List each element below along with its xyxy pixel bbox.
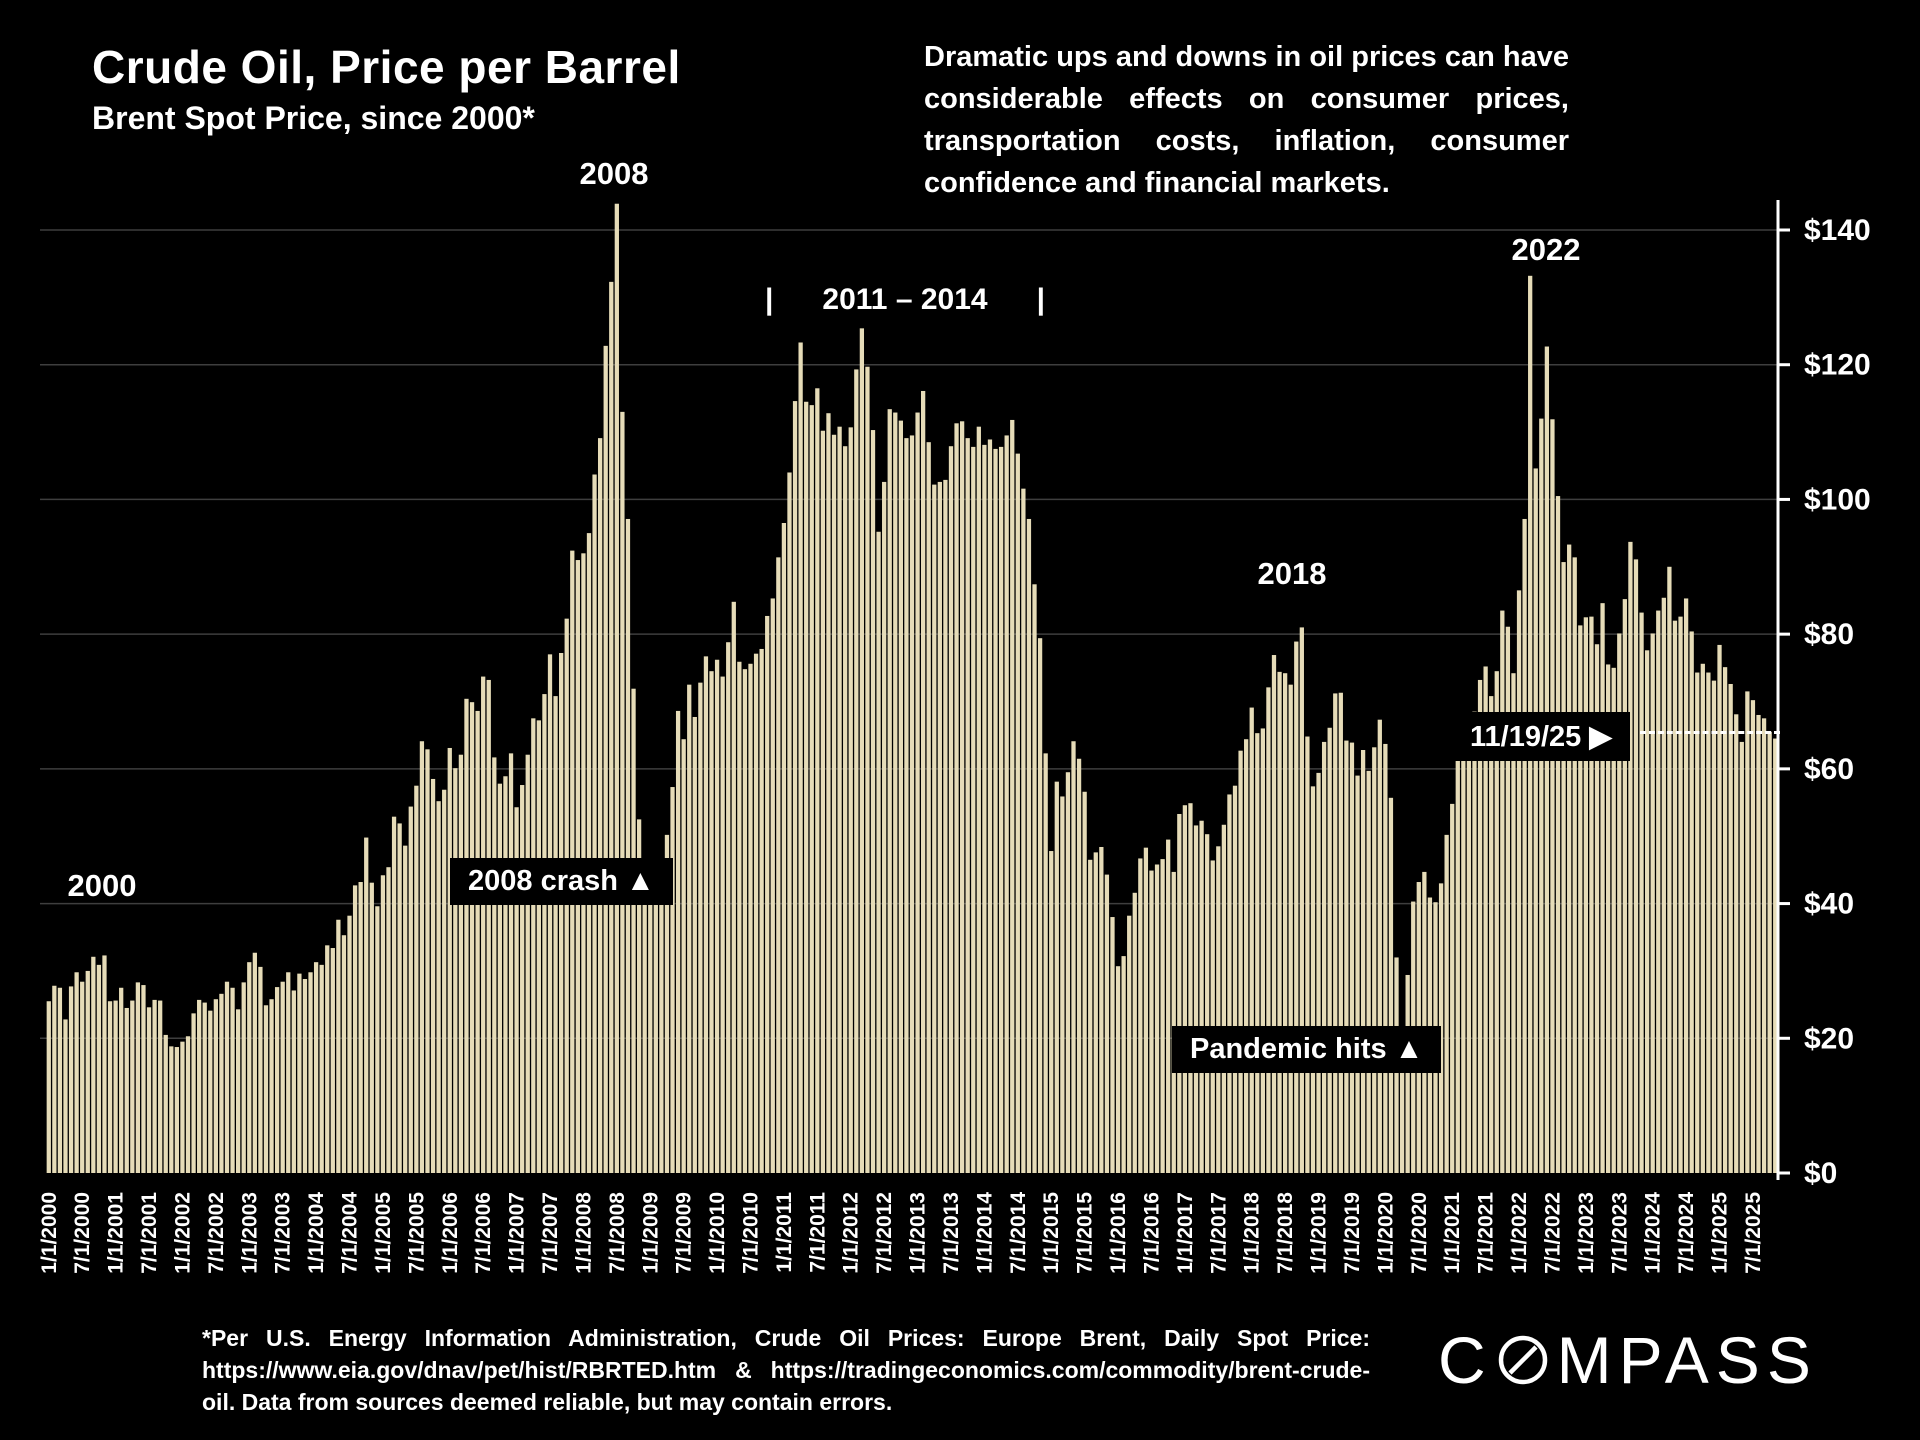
svg-text:7/1/2013: 7/1/2013 [940,1192,963,1274]
svg-text:1/1/2024: 1/1/2024 [1642,1192,1665,1274]
svg-text:7/1/2017: 7/1/2017 [1207,1192,1230,1274]
svg-text:1/1/2023: 1/1/2023 [1575,1192,1598,1274]
svg-text:$120: $120 [1804,349,1871,382]
svg-text:1/1/2020: 1/1/2020 [1374,1192,1397,1274]
annotation-2008: 2008 [579,156,649,191]
svg-text:7/1/2024: 7/1/2024 [1675,1192,1698,1274]
svg-text:7/1/2022: 7/1/2022 [1541,1192,1564,1274]
svg-text:7/1/2004: 7/1/2004 [339,1192,362,1274]
svg-text:1/1/2002: 1/1/2002 [171,1192,194,1274]
svg-text:7/1/2007: 7/1/2007 [539,1192,562,1274]
logo-letters-mpass: MPASS [1556,1323,1818,1397]
svg-text:7/1/2019: 7/1/2019 [1341,1192,1364,1274]
svg-text:1/1/2001: 1/1/2001 [105,1192,128,1274]
range-right-bar: | [1036,283,1045,316]
chart-subtitle: Brent Spot Price, since 2000* [92,100,535,136]
svg-text:7/1/2003: 7/1/2003 [272,1192,295,1274]
svg-text:1/1/2016: 1/1/2016 [1107,1192,1130,1274]
annotation-2000: 2000 [67,868,137,903]
source-footnote: *Per U.S. Energy Information Administrat… [202,1325,1370,1416]
svg-text:1/1/2004: 1/1/2004 [305,1192,328,1274]
svg-text:7/1/2005: 7/1/2005 [405,1192,428,1274]
annotation-pandemic: Pandemic hits ▲ [1172,1026,1442,1073]
annotation-2018: 2018 [1257,556,1327,591]
svg-text:1/1/2012: 1/1/2012 [840,1192,863,1274]
latest-price-dashed-line [1640,731,1780,734]
svg-text:1/1/2009: 1/1/2009 [639,1192,662,1274]
compass-o-icon [1498,1335,1547,1385]
svg-text:7/1/2010: 7/1/2010 [739,1192,762,1274]
svg-text:1/1/2003: 1/1/2003 [238,1192,261,1274]
svg-text:7/1/2012: 7/1/2012 [873,1192,896,1274]
svg-text:1/1/2013: 1/1/2013 [907,1192,930,1274]
svg-text:$100: $100 [1804,483,1871,516]
svg-text:1/1/2014: 1/1/2014 [973,1192,996,1274]
svg-text:7/1/2018: 7/1/2018 [1274,1192,1297,1274]
svg-text:1/1/2005: 1/1/2005 [372,1192,395,1274]
svg-text:$80: $80 [1804,618,1854,651]
chart-header: Crude Oil, Price per Barrel Brent Spot P… [92,40,681,137]
svg-text:7/1/2009: 7/1/2009 [673,1192,696,1274]
annotation-2008-crash: 2008 crash ▲ [450,858,673,905]
svg-text:$60: $60 [1804,753,1854,786]
annotation-2011-2014-range: | 2011 – 2014 | [765,283,1045,317]
range-left-bar: | [765,283,774,316]
svg-text:1/1/2022: 1/1/2022 [1508,1192,1531,1274]
svg-text:7/1/2014: 7/1/2014 [1007,1192,1030,1274]
svg-text:1/1/2017: 1/1/2017 [1174,1192,1197,1274]
svg-text:7/1/2000: 7/1/2000 [71,1192,94,1274]
range-label: 2011 – 2014 [822,283,988,316]
svg-text:7/1/2006: 7/1/2006 [472,1192,495,1274]
svg-text:1/1/2010: 1/1/2010 [706,1192,729,1274]
svg-text:1/1/2015: 1/1/2015 [1040,1192,1063,1274]
svg-text:7/1/2025: 7/1/2025 [1742,1192,1765,1274]
svg-text:7/1/2011: 7/1/2011 [806,1192,829,1273]
svg-text:1/1/2011: 1/1/2011 [773,1192,796,1273]
chart-title: Crude Oil, Price per Barrel [92,41,681,93]
svg-text:$0: $0 [1804,1157,1837,1190]
svg-text:1/1/2006: 1/1/2006 [439,1192,462,1274]
svg-text:7/1/2016: 7/1/2016 [1140,1192,1163,1274]
svg-text:7/1/2008: 7/1/2008 [606,1192,629,1274]
svg-text:1/1/2008: 1/1/2008 [572,1192,595,1274]
svg-text:1/1/2000: 1/1/2000 [38,1192,61,1274]
svg-text:$140: $140 [1804,214,1871,247]
svg-text:7/1/2001: 7/1/2001 [138,1192,161,1274]
callout-text: Dramatic ups and downs in oil prices can… [924,41,1569,200]
svg-text:7/1/2002: 7/1/2002 [205,1192,228,1274]
svg-text:$40: $40 [1804,888,1854,921]
svg-text:$20: $20 [1804,1022,1854,1055]
compass-logo: C MPASS [1438,1322,1818,1398]
annotation-2022: 2022 [1511,232,1581,267]
svg-text:7/1/2015: 7/1/2015 [1074,1192,1097,1274]
svg-text:7/1/2021: 7/1/2021 [1475,1192,1498,1274]
svg-text:1/1/2021: 1/1/2021 [1441,1192,1464,1274]
svg-text:7/1/2020: 7/1/2020 [1408,1192,1431,1274]
svg-text:1/1/2007: 1/1/2007 [506,1192,529,1274]
svg-text:1/1/2019: 1/1/2019 [1308,1192,1331,1274]
annotation-latest-price: 11/19/25 ▶ [1452,712,1630,761]
svg-text:1/1/2018: 1/1/2018 [1241,1192,1264,1274]
svg-text:7/1/2023: 7/1/2023 [1608,1192,1631,1274]
logo-letter-c: C [1438,1323,1493,1397]
svg-text:1/1/2025: 1/1/2025 [1709,1192,1732,1274]
